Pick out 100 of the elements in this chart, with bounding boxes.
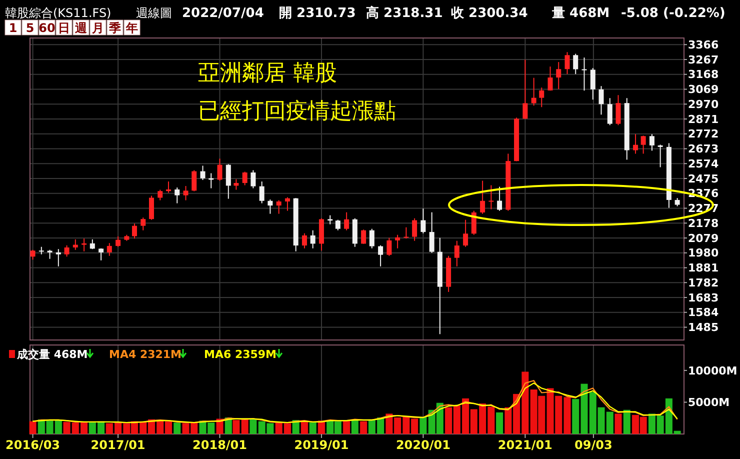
candlestick bbox=[217, 158, 222, 182]
candlestick bbox=[404, 226, 409, 240]
text: 60 bbox=[38, 21, 56, 35]
candlestick bbox=[429, 212, 434, 254]
y-tick-label: 1881 bbox=[688, 262, 719, 275]
bar bbox=[29, 421, 36, 434]
candlestick bbox=[56, 248, 61, 267]
text: -5.08 (-0.22%) bbox=[621, 6, 726, 21]
y-tick-label: 2574 bbox=[688, 157, 719, 170]
y-tick-label: 1683 bbox=[688, 291, 719, 304]
text: 日 bbox=[58, 21, 70, 35]
bar bbox=[623, 410, 630, 434]
bar bbox=[232, 420, 240, 434]
text: 週 bbox=[74, 21, 88, 35]
candlestick bbox=[192, 170, 197, 192]
candlestick bbox=[259, 180, 264, 204]
candlestick bbox=[598, 86, 604, 116]
y-tick-label: 3168 bbox=[688, 68, 719, 82]
candlestick bbox=[64, 244, 70, 258]
candlestick bbox=[658, 144, 663, 168]
x-tick-label: 2016/03 bbox=[6, 438, 60, 452]
text: 1 bbox=[8, 21, 18, 35]
x-tick-label: 2019/01 bbox=[294, 438, 349, 452]
candlestick bbox=[420, 208, 426, 234]
bar bbox=[250, 419, 257, 434]
candlestick bbox=[140, 217, 146, 231]
text: 收 2300.34 bbox=[451, 6, 528, 21]
y-tick-label: 1584 bbox=[688, 306, 719, 320]
candlestick bbox=[284, 196, 290, 212]
text: 開 2310.73 bbox=[279, 6, 356, 21]
text: 2022/07/04 bbox=[182, 6, 264, 21]
candlestick bbox=[226, 164, 231, 200]
candlestick bbox=[106, 242, 112, 256]
candlestick bbox=[310, 230, 316, 249]
candlestick bbox=[183, 185, 188, 201]
candlestick bbox=[132, 223, 137, 240]
bar bbox=[351, 419, 358, 434]
candlestick bbox=[480, 180, 486, 214]
bar bbox=[496, 412, 504, 434]
y-tick-label: 2970 bbox=[688, 98, 719, 111]
candlestick bbox=[582, 57, 587, 92]
candlestick bbox=[335, 219, 340, 231]
x-tick-label: 2017/01 bbox=[90, 438, 146, 452]
candlestick bbox=[116, 236, 121, 248]
candlestick bbox=[590, 68, 596, 100]
bar bbox=[309, 422, 316, 434]
y-tick-label: 2673 bbox=[688, 142, 719, 156]
text: 韓股綜合(KS11.FS) bbox=[5, 6, 112, 20]
y-tick-label: 5000M bbox=[688, 396, 730, 410]
candlestick bbox=[548, 66, 553, 92]
candlestick bbox=[90, 238, 95, 250]
text: 亞洲鄰居 韓股 bbox=[198, 61, 337, 86]
y-tick-label: 3366 bbox=[688, 38, 719, 52]
candlestick bbox=[234, 178, 239, 190]
candlestick bbox=[531, 77, 536, 106]
candlestick bbox=[556, 62, 562, 90]
text: 5 bbox=[26, 21, 34, 35]
candlestick bbox=[47, 249, 52, 260]
candlestick bbox=[200, 165, 206, 180]
bar bbox=[343, 420, 350, 434]
candlestick bbox=[539, 87, 544, 108]
text: 年 bbox=[125, 21, 138, 35]
x-tick-label: 09/03 bbox=[574, 438, 612, 452]
candlestick bbox=[463, 219, 468, 248]
candlestick bbox=[454, 240, 460, 267]
candlestick bbox=[148, 195, 154, 220]
y-tick-label: 2475 bbox=[688, 172, 719, 186]
text: MA6 2359M bbox=[204, 348, 277, 361]
legend-label: 成交量 468M bbox=[16, 348, 88, 361]
candlestick bbox=[378, 244, 384, 267]
text: MA4 2321M bbox=[109, 348, 182, 361]
candlestick bbox=[649, 134, 654, 152]
candlestick bbox=[633, 134, 638, 154]
candlestick bbox=[158, 189, 163, 201]
bar bbox=[606, 412, 614, 434]
candlestick bbox=[328, 214, 333, 225]
y-tick-label: 1485 bbox=[688, 321, 719, 334]
candlestick bbox=[386, 237, 392, 256]
candlestick bbox=[98, 248, 104, 261]
candlestick bbox=[564, 52, 570, 75]
bar bbox=[300, 422, 308, 434]
text: 季 bbox=[108, 21, 122, 35]
candlestick bbox=[616, 94, 621, 126]
candlestick bbox=[497, 186, 502, 212]
bar bbox=[614, 414, 622, 434]
candlestick bbox=[412, 218, 418, 242]
candlestick bbox=[30, 249, 36, 260]
x-tick-label: 2020/01 bbox=[396, 438, 450, 452]
y-tick-label: 1782 bbox=[688, 276, 719, 290]
y-tick-label: 2178 bbox=[688, 216, 719, 230]
bar bbox=[241, 418, 248, 434]
text: 高 2318.31 bbox=[366, 5, 443, 21]
candlestick bbox=[174, 187, 180, 204]
text: 月 bbox=[91, 21, 104, 35]
y-tick-label: 1980 bbox=[688, 246, 719, 260]
candlestick bbox=[72, 238, 78, 250]
candlestick bbox=[369, 228, 374, 249]
candlestick bbox=[607, 98, 612, 126]
text: 週線圖 bbox=[136, 6, 172, 20]
bar bbox=[420, 416, 427, 434]
